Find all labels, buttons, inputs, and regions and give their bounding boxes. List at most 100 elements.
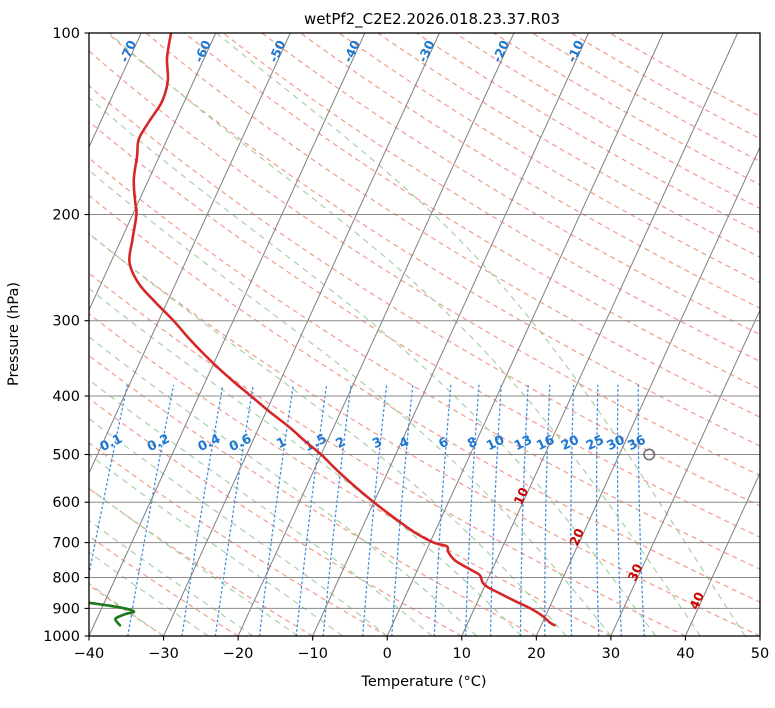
- mixing-ratio-line: [391, 384, 414, 636]
- x-tick-label: 10: [453, 646, 471, 662]
- moist-adiabat: [108, 33, 701, 636]
- isotherm-label: 10: [510, 485, 531, 507]
- y-axis-label: Pressure (hPa): [6, 282, 22, 386]
- y-tick-label: 400: [52, 389, 80, 405]
- mixing-ratio-lines: [89, 384, 645, 636]
- mixing-ratio-label: 16: [534, 433, 557, 454]
- y-tick-label: 1000: [43, 629, 80, 645]
- mixing-ratio-line: [433, 384, 452, 636]
- mixing-ratio-line: [595, 384, 600, 636]
- y-tick-label: 600: [52, 495, 80, 511]
- isotherm-line: [163, 33, 440, 636]
- x-tick-label: 50: [751, 646, 769, 662]
- dry-adiabat: [89, 487, 313, 636]
- y-tick-label: 700: [52, 536, 80, 552]
- isotherm-label: 20: [566, 526, 587, 548]
- x-axis-label: Temperature (°C): [360, 674, 486, 690]
- plot-border: [88, 32, 761, 637]
- moist-adiabat: [89, 453, 343, 636]
- y-tick-label: 200: [52, 208, 80, 224]
- dry-adiabat: [89, 584, 164, 636]
- isotherm-line: [610, 308, 760, 636]
- isotherm-label: 30: [625, 561, 646, 583]
- dry-adiabat: [338, 33, 760, 284]
- mixing-ratio-line: [362, 384, 388, 636]
- isotherm-lines: [89, 33, 760, 636]
- mixing-ratio-line: [181, 384, 224, 636]
- mixing-ratio-line: [616, 384, 623, 636]
- dry-adiabat: [89, 272, 686, 636]
- x-tick-label: −40: [74, 646, 105, 662]
- mixing-ratio-line: [489, 384, 502, 636]
- x-tick-label: −10: [297, 646, 328, 662]
- y-axis-ticks: 100 200 300 400 500 600 700 800 900 1000: [43, 26, 89, 645]
- dry-adiabat: [300, 33, 760, 309]
- y-tick-label: 800: [52, 571, 80, 587]
- dry-adiabat: [89, 354, 537, 636]
- mixing-ratio-line: [637, 384, 645, 636]
- dry-adiabat: [493, 33, 760, 186]
- mixing-ratio-label: 13: [512, 433, 535, 454]
- isotherm-label: 40: [686, 589, 707, 611]
- x-tick-label: 0: [383, 646, 392, 662]
- isotherm-line: [386, 33, 664, 636]
- mixing-ratio-label: 10: [484, 433, 507, 454]
- lcl-marker: [643, 448, 656, 461]
- sounding-markers: [643, 448, 656, 461]
- isotherm-line: [89, 33, 142, 149]
- dry-adiabat-lines: [89, 33, 760, 636]
- moist-adiabat: [89, 169, 612, 636]
- isotherm-line: [461, 33, 739, 636]
- mixing-ratio-line: [544, 384, 551, 636]
- x-tick-label: 40: [676, 646, 694, 662]
- x-tick-label: −20: [223, 646, 254, 662]
- isotherm-line: [89, 33, 217, 312]
- mixing-ratio-line: [127, 384, 175, 636]
- mixing-ratio-line: [214, 384, 254, 636]
- moist-adiabat: [89, 417, 388, 636]
- x-tick-label: −30: [148, 646, 179, 662]
- y-tick-label: 300: [52, 314, 80, 330]
- plot-area-background: [89, 33, 760, 636]
- dry-adiabat: [106, 33, 760, 447]
- dry-adiabat: [89, 194, 760, 603]
- isotherm-line: [89, 33, 291, 475]
- mixing-ratio-line: [89, 384, 128, 578]
- dry-adiabat: [89, 442, 388, 636]
- moist-adiabat: [89, 379, 433, 636]
- x-tick-label: 30: [602, 646, 620, 662]
- isotherm-line: [237, 33, 515, 636]
- isotherm-line: [684, 471, 760, 636]
- temperature-curve: [127, 33, 556, 627]
- mixing-ratio-line: [258, 384, 294, 636]
- page-title: wetPf2_C2E2.2026.018.23.37.R03: [304, 10, 560, 29]
- mixing-ratio-line: [464, 384, 480, 636]
- mixing-ratio-line: [295, 384, 328, 636]
- pressure-gridlines: [89, 33, 760, 636]
- y-tick-label: 900: [52, 601, 80, 617]
- mixing-ratio-label: 25: [584, 433, 607, 454]
- mixing-ratio-line: [519, 384, 529, 636]
- moist-adiabat: [216, 33, 746, 636]
- mixing-ratio-label: 20: [559, 433, 582, 454]
- y-tick-label: 100: [52, 26, 80, 42]
- temperature-line: [127, 33, 556, 627]
- dry-adiabat: [261, 33, 760, 336]
- dry-adiabat: [184, 33, 760, 390]
- y-tick-label: 500: [52, 447, 80, 463]
- x-axis-ticks: −40 −30 −20 −10 0 10 20 30 40 50: [74, 636, 769, 662]
- moist-adiabat: [89, 287, 522, 636]
- moist-adiabat: [89, 232, 567, 636]
- mixing-ratio-line: [570, 384, 575, 636]
- mixing-ratio-label: 36: [626, 433, 649, 454]
- isotherm-line: [535, 145, 760, 636]
- dry-adiabat: [89, 120, 760, 538]
- isotherm-line: [312, 33, 589, 636]
- mixing-ratio-label: 30: [605, 433, 628, 454]
- dry-adiabat: [89, 50, 760, 477]
- isotherm-line: [89, 33, 366, 636]
- x-tick-label: 20: [527, 646, 545, 662]
